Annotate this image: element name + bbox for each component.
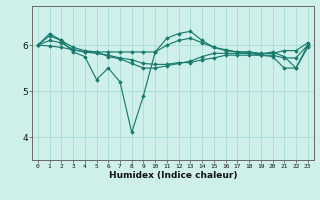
X-axis label: Humidex (Indice chaleur): Humidex (Indice chaleur)	[108, 171, 237, 180]
